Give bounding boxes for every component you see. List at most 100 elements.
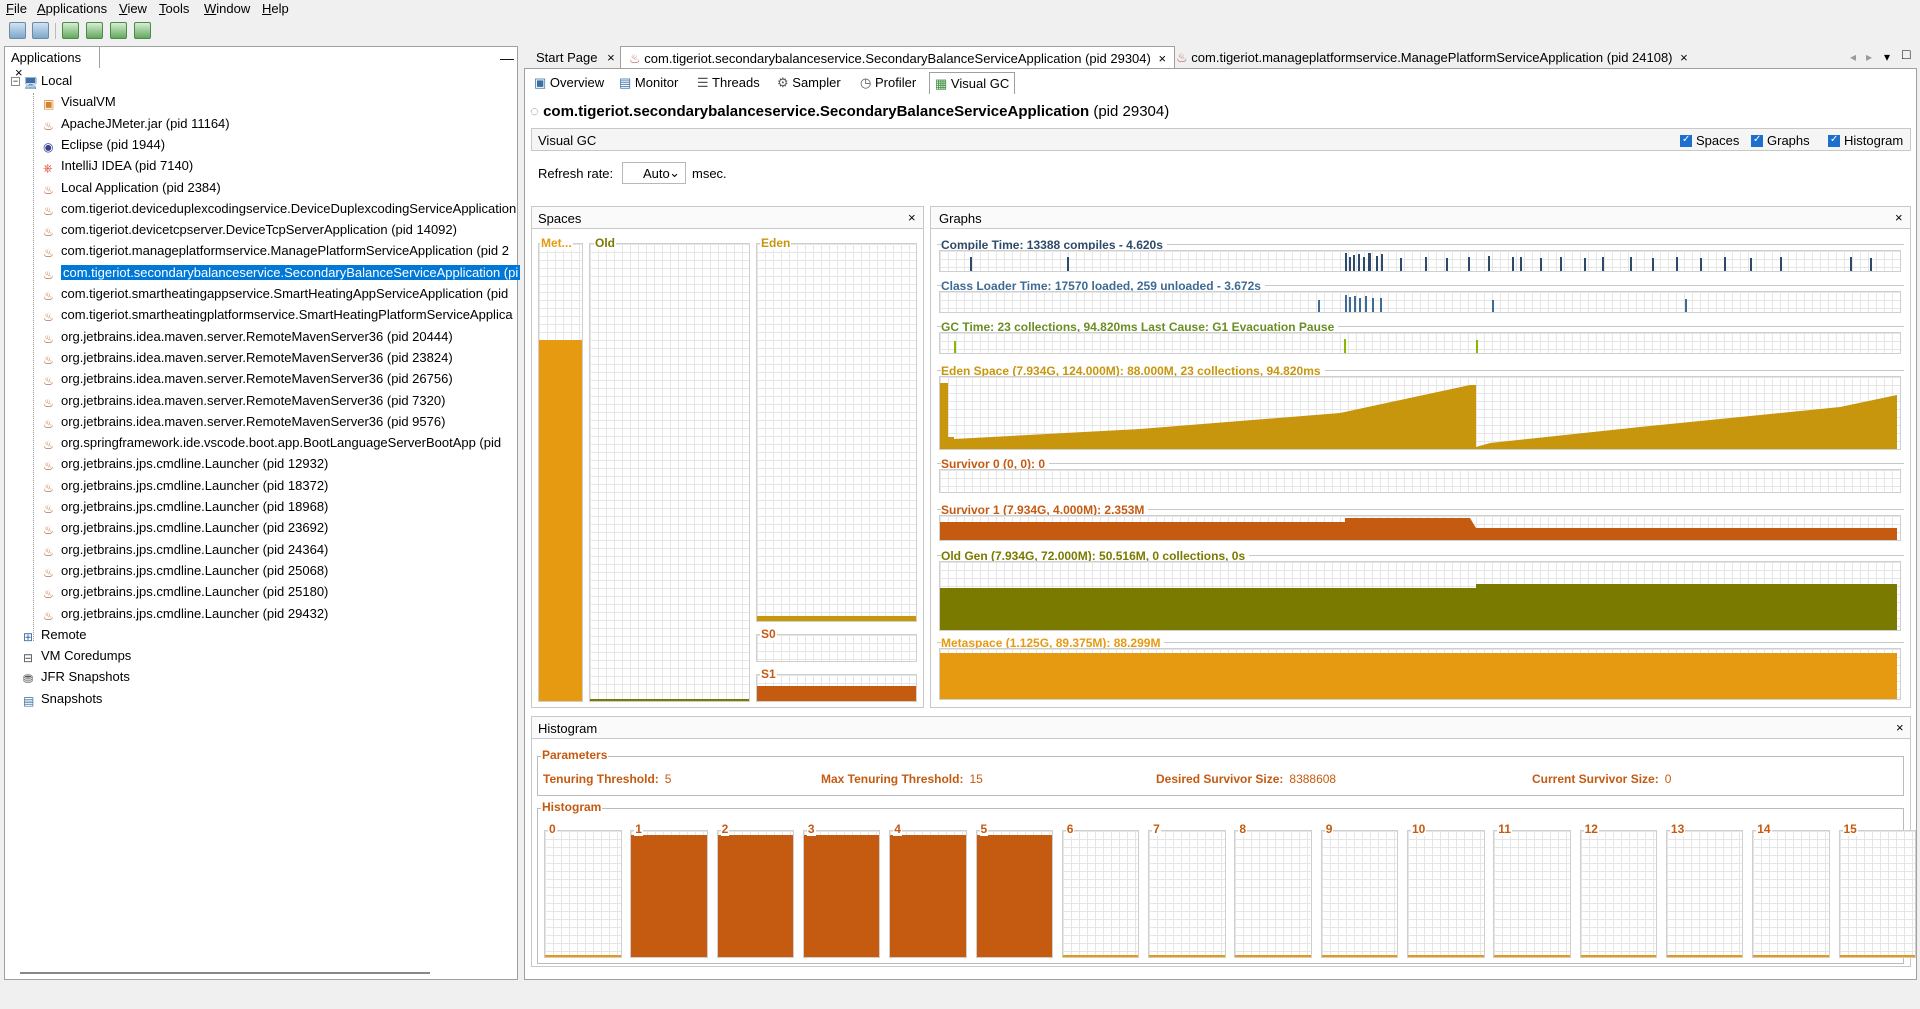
subtab-overview[interactable]: ▣ Overview <box>529 72 609 94</box>
metaspace-plot <box>940 653 1897 699</box>
old-gen-graph: Old Gen (7.934G, 72.000M): 50.516M, 0 co… <box>937 549 1904 633</box>
subtab-visual-gc[interactable]: ▦ Visual GC <box>929 72 1016 94</box>
tree-item[interactable]: ♨ org.jetbrains.idea.maven.server.RemoteM… <box>43 413 445 433</box>
tree-item[interactable]: ⛃ JFR Snapshots <box>23 668 130 688</box>
tab-scroll-right-icon[interactable]: ▸ <box>1866 50 1873 64</box>
menu-help[interactable]: Help <box>262 1 289 16</box>
tree-item[interactable]: ♨ org.jetbrains.jps.cmdline.Launcher (pid… <box>43 562 328 582</box>
tree-item[interactable]: ♨ org.jetbrains.jps.cmdline.Launcher (pid… <box>43 498 328 518</box>
subtab-profiler[interactable]: ◷ Profiler <box>855 72 921 94</box>
tree-item[interactable]: ♨ org.jetbrains.idea.maven.server.RemoteM… <box>43 392 445 412</box>
graphs-title: Graphs <box>939 211 982 226</box>
menu-tools[interactable]: Tools <box>159 1 190 16</box>
histogram-checkbox[interactable]: Histogram <box>1828 133 1903 148</box>
collapse-toggle-icon[interactable]: − <box>11 76 20 86</box>
menu-file[interactable]: File <box>6 1 27 16</box>
add-core-dump-icon[interactable] <box>110 22 127 39</box>
minimize-icon[interactable]: — <box>500 50 514 66</box>
tree-item[interactable]: ♨ com.tigeriot.smartheatingappservice.Sma… <box>43 285 508 305</box>
tree-item[interactable]: ♨ org.springframework.ide.vscode.boot.app… <box>43 434 501 454</box>
close-icon[interactable]: × <box>908 210 916 225</box>
tree-item-label: com.tigeriot.manageplatformservice.Manag… <box>61 243 509 259</box>
tree-item[interactable]: ♨ ApacheJMeter.jar (pid 11164) <box>43 115 230 135</box>
horizontal-scrollbar[interactable] <box>20 972 430 974</box>
tree-item[interactable]: ⊞ Remote <box>23 626 87 646</box>
old-gen-title: Old Gen (7.934G, 72.000M): 50.516M, 0 co… <box>941 549 1250 563</box>
add-jmx-icon[interactable] <box>9 22 26 39</box>
refresh-rate-select[interactable]: Auto ⌄ <box>622 162 686 184</box>
applications-tab[interactable]: Applications × <box>4 46 100 80</box>
spaces-checkbox[interactable]: Spaces <box>1680 133 1739 148</box>
close-icon[interactable]: × <box>607 50 615 65</box>
tab-scroll-left-icon[interactable]: ◂ <box>1850 50 1857 64</box>
close-icon[interactable]: × <box>1158 51 1167 66</box>
maximize-icon[interactable]: □ <box>1902 46 1911 62</box>
close-icon[interactable]: × <box>15 65 23 80</box>
app-header: ◌ com.tigeriot.secondarybalanceservice.S… <box>530 103 1169 120</box>
histogram-bin <box>975 830 1053 958</box>
menu-window[interactable]: Window <box>204 1 251 16</box>
tree-item[interactable]: ♨ com.tigeriot.smartheatingplatformservic… <box>43 306 513 326</box>
menu-view[interactable]: View <box>119 1 147 16</box>
graphs-checkbox[interactable]: Graphs <box>1751 133 1810 148</box>
histogram-bin-fill <box>1408 955 1484 957</box>
gc-time-graph: GC Time: 23 collections, 94.820ms Last C… <box>937 320 1904 356</box>
tab-list-dropdown-icon[interactable]: ▾ <box>1884 50 1891 64</box>
tree-item-label: org.jetbrains.jps.cmdline.Launcher (pid … <box>61 499 329 514</box>
tree-item[interactable]: ⎈ IntelliJ IDEA (pid 7140) <box>43 157 193 177</box>
histogram-bin-label: 11 <box>1497 822 1512 836</box>
gc-time-title: GC Time: 23 collections, 94.820ms Last C… <box>941 320 1339 334</box>
coffee-cup-icon: ♨ <box>629 51 641 66</box>
tree-item[interactable]: 🖥 Local <box>23 72 72 92</box>
survivor-0-bar <box>756 634 917 662</box>
close-icon[interactable]: × <box>1895 210 1903 225</box>
old-gen-bar <box>589 243 750 702</box>
tree-item-label: VisualVM <box>61 94 116 110</box>
subtab-threads[interactable]: ☰ Threads <box>692 72 765 94</box>
tree-item[interactable]: ♨ org.jetbrains.idea.maven.server.RemoteM… <box>43 328 453 348</box>
add-jmx-connection-icon[interactable] <box>86 22 103 39</box>
java-icon: ♨ <box>43 310 54 325</box>
load-snapshot-icon[interactable] <box>32 22 49 39</box>
tree-item[interactable]: ♨ com.tigeriot.devicetcpserver.DeviceTcpS… <box>43 221 457 241</box>
tree-item[interactable]: ♨ org.jetbrains.jps.cmdline.Launcher (pid… <box>43 455 328 475</box>
tree-item-label: org.jetbrains.idea.maven.server.RemoteMa… <box>61 392 446 408</box>
java-icon: ♨ <box>43 587 54 602</box>
add-snapshot-icon[interactable] <box>134 22 151 39</box>
tree-item[interactable]: ♨ Local Application (pid 2384) <box>43 179 221 199</box>
histogram-bin <box>1493 830 1571 958</box>
menu-applications[interactable]: Applications <box>37 1 108 16</box>
tree-item[interactable]: ⊟ VM Coredumps <box>23 647 131 667</box>
subtab-monitor[interactable]: ▤ Monitor <box>614 72 683 94</box>
tree-item[interactable]: ♨ com.tigeriot.deviceduplexcodingservice.… <box>43 200 516 220</box>
tree-item[interactable]: ♨ org.jetbrains.jps.cmdline.Launcher (pid… <box>43 583 328 603</box>
tree-item[interactable]: ♨ com.tigeriot.secondarybalanceservice.Se… <box>43 264 521 284</box>
eden-space-plot <box>940 383 1897 449</box>
tab-manage-platform-app[interactable]: ♨ com.tigeriot.manageplatformservice.Man… <box>1168 46 1696 68</box>
tree-item[interactable]: ◉ Eclipse (pid 1944) <box>43 136 165 156</box>
close-icon[interactable]: × <box>1896 720 1904 735</box>
histogram-bin <box>1752 830 1830 958</box>
tree-item[interactable]: ▤ Snapshots <box>23 690 102 710</box>
histogram-bin <box>1665 830 1744 958</box>
histogram-bin-label: 12 <box>1583 822 1599 836</box>
add-remote-host-icon[interactable] <box>62 22 79 39</box>
tree-item[interactable]: ♨ org.jetbrains.jps.cmdline.Launcher (pid… <box>43 541 328 561</box>
histogram-bin-fill <box>1149 955 1225 957</box>
threads-icon: ☰ <box>697 75 709 90</box>
subtab-label: Overview <box>549 75 605 90</box>
app-name: com.tigeriot.secondarybalanceservice.Sec… <box>543 103 1090 120</box>
subtab-sampler[interactable]: ⚙ Sampler <box>772 72 846 94</box>
tree-item[interactable]: ♨ org.jetbrains.idea.maven.server.RemoteM… <box>43 370 453 390</box>
tree-item[interactable]: ♨ org.jetbrains.jps.cmdline.Launcher (pid… <box>43 477 328 497</box>
tree-item[interactable]: ♨ com.tigeriot.manageplatformservice.Mana… <box>43 242 509 262</box>
tree-item[interactable]: ♨ org.jetbrains.idea.maven.server.RemoteM… <box>43 349 453 369</box>
histogram-title: Histogram <box>538 721 598 736</box>
overview-icon: ▣ <box>534 75 547 90</box>
tree-item[interactable]: ▣ VisualVM <box>43 93 116 113</box>
close-icon[interactable]: × <box>1680 50 1688 65</box>
tree-item[interactable]: ♨ org.jetbrains.jps.cmdline.Launcher (pid… <box>43 519 328 539</box>
tree-item[interactable]: ♨ org.jetbrains.jps.cmdline.Launcher (pid… <box>43 605 328 625</box>
tab-start-page[interactable]: Start Page × <box>528 46 623 68</box>
tab-secondary-balance-app[interactable]: ♨ com.tigeriot.secondarybalanceservice.S… <box>620 46 1176 68</box>
